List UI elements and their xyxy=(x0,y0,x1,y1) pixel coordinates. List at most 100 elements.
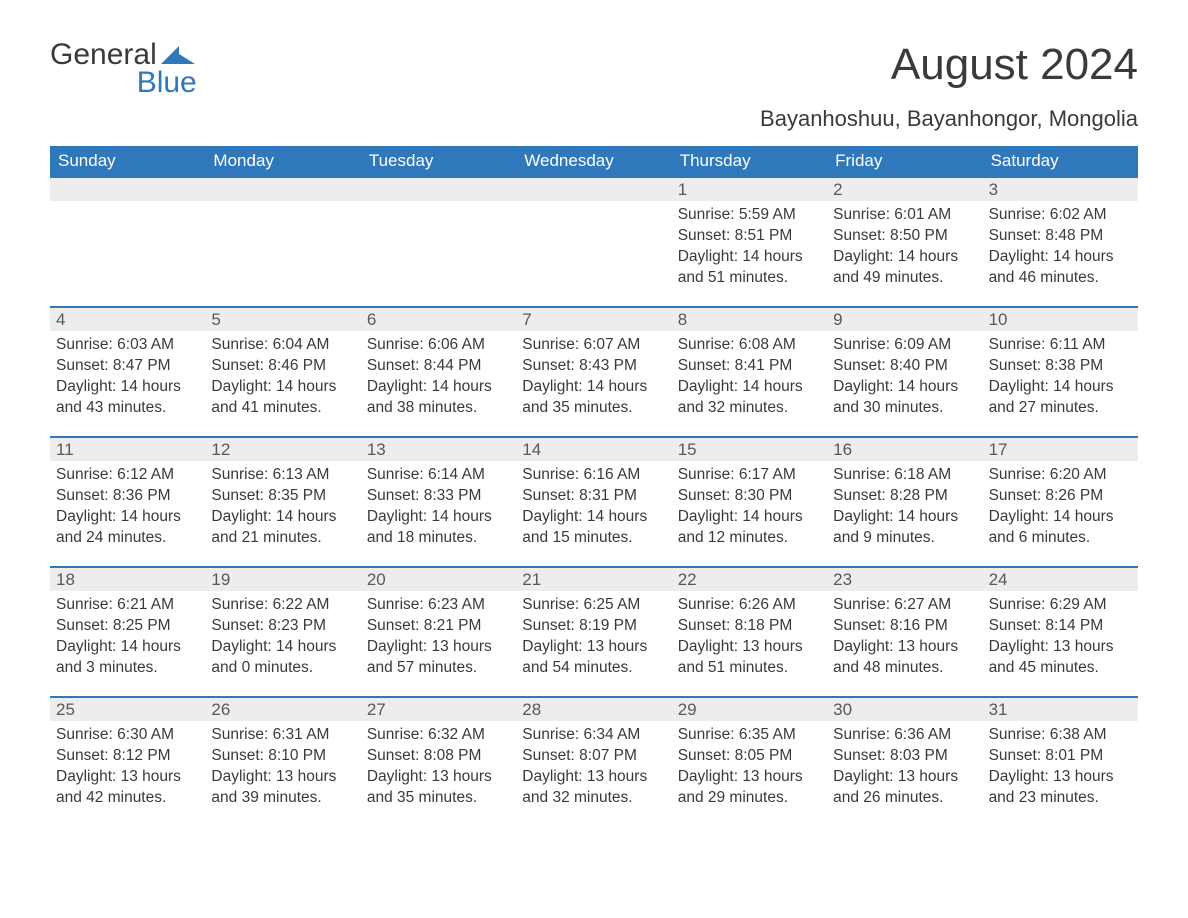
sunset-line: Sunset: 8:36 PM xyxy=(56,486,199,507)
day-body: Sunrise: 6:09 AMSunset: 8:40 PMDaylight:… xyxy=(827,331,982,425)
day-body: Sunrise: 5:59 AMSunset: 8:51 PMDaylight:… xyxy=(672,201,827,295)
day-body: Sunrise: 6:27 AMSunset: 8:16 PMDaylight:… xyxy=(827,591,982,685)
day-header: Friday xyxy=(827,146,982,176)
day-body: Sunrise: 6:35 AMSunset: 8:05 PMDaylight:… xyxy=(672,721,827,815)
day-number: 26 xyxy=(205,696,360,721)
calendar-cell: 13Sunrise: 6:14 AMSunset: 8:33 PMDayligh… xyxy=(361,436,516,566)
sunrise-line: Sunrise: 6:21 AM xyxy=(56,595,199,616)
daylight-line2: and 0 minutes. xyxy=(211,658,354,679)
daylight-line1: Daylight: 14 hours xyxy=(367,377,510,398)
day-body: Sunrise: 6:20 AMSunset: 8:26 PMDaylight:… xyxy=(983,461,1138,555)
sunset-line: Sunset: 8:35 PM xyxy=(211,486,354,507)
calendar-row: 1Sunrise: 5:59 AMSunset: 8:51 PMDaylight… xyxy=(50,176,1138,306)
sunset-line: Sunset: 8:28 PM xyxy=(833,486,976,507)
day-body: Sunrise: 6:34 AMSunset: 8:07 PMDaylight:… xyxy=(516,721,671,815)
sunrise-line: Sunrise: 6:09 AM xyxy=(833,335,976,356)
daylight-line2: and 45 minutes. xyxy=(989,658,1132,679)
daylight-line2: and 57 minutes. xyxy=(367,658,510,679)
calendar-cell: 4Sunrise: 6:03 AMSunset: 8:47 PMDaylight… xyxy=(50,306,205,436)
sunset-line: Sunset: 8:41 PM xyxy=(678,356,821,377)
day-body: Sunrise: 6:30 AMSunset: 8:12 PMDaylight:… xyxy=(50,721,205,815)
daylight-line2: and 26 minutes. xyxy=(833,788,976,809)
calendar-cell: 29Sunrise: 6:35 AMSunset: 8:05 PMDayligh… xyxy=(672,696,827,826)
daylight-line2: and 15 minutes. xyxy=(522,528,665,549)
sunrise-line: Sunrise: 6:20 AM xyxy=(989,465,1132,486)
calendar-cell: 26Sunrise: 6:31 AMSunset: 8:10 PMDayligh… xyxy=(205,696,360,826)
sunrise-line: Sunrise: 6:11 AM xyxy=(989,335,1132,356)
sunrise-line: Sunrise: 6:31 AM xyxy=(211,725,354,746)
calendar-cell: 21Sunrise: 6:25 AMSunset: 8:19 PMDayligh… xyxy=(516,566,671,696)
calendar-empty-cell xyxy=(50,176,205,306)
daylight-line1: Daylight: 14 hours xyxy=(56,377,199,398)
daylight-line2: and 39 minutes. xyxy=(211,788,354,809)
day-number: 20 xyxy=(361,566,516,591)
daylight-line1: Daylight: 14 hours xyxy=(678,247,821,268)
day-number: 25 xyxy=(50,696,205,721)
sunrise-line: Sunrise: 6:18 AM xyxy=(833,465,976,486)
day-number: 1 xyxy=(672,176,827,201)
daylight-line2: and 51 minutes. xyxy=(678,658,821,679)
day-body: Sunrise: 6:04 AMSunset: 8:46 PMDaylight:… xyxy=(205,331,360,425)
day-body: Sunrise: 6:03 AMSunset: 8:47 PMDaylight:… xyxy=(50,331,205,425)
sunset-line: Sunset: 8:47 PM xyxy=(56,356,199,377)
daylight-line2: and 9 minutes. xyxy=(833,528,976,549)
day-number: 27 xyxy=(361,696,516,721)
daylight-line2: and 43 minutes. xyxy=(56,398,199,419)
day-number: 6 xyxy=(361,306,516,331)
day-body: Sunrise: 6:01 AMSunset: 8:50 PMDaylight:… xyxy=(827,201,982,295)
sunset-line: Sunset: 8:23 PM xyxy=(211,616,354,637)
sunrise-line: Sunrise: 6:34 AM xyxy=(522,725,665,746)
sunset-line: Sunset: 8:31 PM xyxy=(522,486,665,507)
daylight-line1: Daylight: 13 hours xyxy=(833,767,976,788)
sunset-line: Sunset: 8:10 PM xyxy=(211,746,354,767)
daylight-line1: Daylight: 14 hours xyxy=(833,247,976,268)
sunset-line: Sunset: 8:33 PM xyxy=(367,486,510,507)
sunset-line: Sunset: 8:05 PM xyxy=(678,746,821,767)
calendar-grid: Sunday Monday Tuesday Wednesday Thursday… xyxy=(50,146,1138,826)
calendar-cell: 2Sunrise: 6:01 AMSunset: 8:50 PMDaylight… xyxy=(827,176,982,306)
day-body: Sunrise: 6:14 AMSunset: 8:33 PMDaylight:… xyxy=(361,461,516,555)
sunset-line: Sunset: 8:50 PM xyxy=(833,226,976,247)
calendar-cell: 25Sunrise: 6:30 AMSunset: 8:12 PMDayligh… xyxy=(50,696,205,826)
day-number: 2 xyxy=(827,176,982,201)
day-number: 31 xyxy=(983,696,1138,721)
calendar-empty-cell xyxy=(516,176,671,306)
calendar-cell: 18Sunrise: 6:21 AMSunset: 8:25 PMDayligh… xyxy=(50,566,205,696)
daylight-line1: Daylight: 13 hours xyxy=(211,767,354,788)
calendar-cell: 23Sunrise: 6:27 AMSunset: 8:16 PMDayligh… xyxy=(827,566,982,696)
daylight-line1: Daylight: 14 hours xyxy=(833,507,976,528)
day-number: 14 xyxy=(516,436,671,461)
daylight-line2: and 38 minutes. xyxy=(367,398,510,419)
daylight-line1: Daylight: 13 hours xyxy=(522,637,665,658)
logo-word2: Blue xyxy=(50,68,197,98)
day-number: 28 xyxy=(516,696,671,721)
daylight-line2: and 48 minutes. xyxy=(833,658,976,679)
daylight-line2: and 35 minutes. xyxy=(522,398,665,419)
day-number: 7 xyxy=(516,306,671,331)
day-number: 15 xyxy=(672,436,827,461)
day-header: Sunday xyxy=(50,146,205,176)
day-body: Sunrise: 6:31 AMSunset: 8:10 PMDaylight:… xyxy=(205,721,360,815)
day-number: 24 xyxy=(983,566,1138,591)
day-body: Sunrise: 6:16 AMSunset: 8:31 PMDaylight:… xyxy=(516,461,671,555)
sunrise-line: Sunrise: 6:07 AM xyxy=(522,335,665,356)
sunrise-line: Sunrise: 6:02 AM xyxy=(989,205,1132,226)
sunset-line: Sunset: 8:51 PM xyxy=(678,226,821,247)
sunrise-line: Sunrise: 6:22 AM xyxy=(211,595,354,616)
calendar-cell: 30Sunrise: 6:36 AMSunset: 8:03 PMDayligh… xyxy=(827,696,982,826)
day-header: Monday xyxy=(205,146,360,176)
daylight-line2: and 27 minutes. xyxy=(989,398,1132,419)
sunset-line: Sunset: 8:43 PM xyxy=(522,356,665,377)
calendar-empty-cell xyxy=(205,176,360,306)
day-header: Wednesday xyxy=(516,146,671,176)
calendar-row: 18Sunrise: 6:21 AMSunset: 8:25 PMDayligh… xyxy=(50,566,1138,696)
day-number: 19 xyxy=(205,566,360,591)
daylight-line1: Daylight: 13 hours xyxy=(678,637,821,658)
daylight-line1: Daylight: 14 hours xyxy=(56,507,199,528)
day-body: Sunrise: 6:02 AMSunset: 8:48 PMDaylight:… xyxy=(983,201,1138,295)
daylight-line2: and 41 minutes. xyxy=(211,398,354,419)
day-body: Sunrise: 6:12 AMSunset: 8:36 PMDaylight:… xyxy=(50,461,205,555)
sunset-line: Sunset: 8:07 PM xyxy=(522,746,665,767)
day-header: Thursday xyxy=(672,146,827,176)
daylight-line1: Daylight: 14 hours xyxy=(522,507,665,528)
